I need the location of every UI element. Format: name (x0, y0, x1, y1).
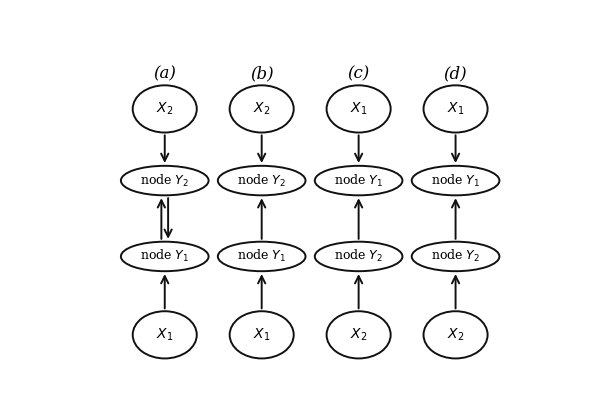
Ellipse shape (411, 242, 499, 271)
Text: (d): (d) (444, 65, 467, 82)
Text: $X_1$: $X_1$ (447, 101, 464, 117)
Ellipse shape (121, 242, 208, 271)
Ellipse shape (411, 166, 499, 196)
Text: node $Y_1$: node $Y_1$ (237, 248, 287, 265)
Text: node $Y_1$: node $Y_1$ (431, 173, 480, 188)
Text: node $Y_2$: node $Y_2$ (237, 173, 286, 188)
Text: $X_2$: $X_2$ (253, 101, 270, 117)
Text: node $Y_1$: node $Y_1$ (140, 248, 190, 265)
Ellipse shape (230, 85, 294, 133)
Ellipse shape (133, 311, 197, 359)
Text: $X_1$: $X_1$ (253, 327, 270, 343)
Text: $X_2$: $X_2$ (447, 327, 464, 343)
Ellipse shape (218, 166, 305, 196)
Text: (a): (a) (153, 65, 176, 82)
Ellipse shape (133, 85, 197, 133)
Text: $X_2$: $X_2$ (350, 327, 367, 343)
Text: node $Y_1$: node $Y_1$ (334, 173, 383, 188)
Text: $X_1$: $X_1$ (156, 327, 173, 343)
Ellipse shape (315, 242, 402, 271)
Text: (c): (c) (347, 65, 370, 82)
Ellipse shape (327, 311, 391, 359)
Ellipse shape (327, 85, 391, 133)
Text: node $Y_2$: node $Y_2$ (431, 248, 480, 265)
Text: (b): (b) (250, 65, 273, 82)
Text: $X_2$: $X_2$ (156, 101, 173, 117)
Text: $X_1$: $X_1$ (350, 101, 367, 117)
Text: node $Y_2$: node $Y_2$ (140, 173, 189, 188)
Ellipse shape (218, 242, 305, 271)
Ellipse shape (230, 311, 294, 359)
Ellipse shape (424, 311, 488, 359)
Ellipse shape (315, 166, 402, 196)
Ellipse shape (121, 166, 208, 196)
Ellipse shape (424, 85, 488, 133)
Text: node $Y_2$: node $Y_2$ (334, 248, 383, 265)
